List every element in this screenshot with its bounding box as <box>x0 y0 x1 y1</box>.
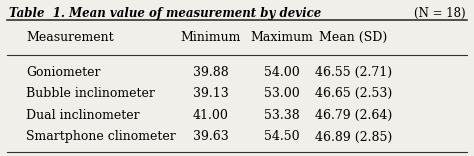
Text: Table  1. Mean value of measurement by device: Table 1. Mean value of measurement by de… <box>9 7 321 20</box>
Text: 53.38: 53.38 <box>264 109 300 122</box>
Text: Dual inclinometer: Dual inclinometer <box>26 109 140 122</box>
Text: Bubble inclinometer: Bubble inclinometer <box>26 87 155 100</box>
Text: 53.00: 53.00 <box>264 87 300 100</box>
Text: 54.50: 54.50 <box>264 130 300 144</box>
Text: Smartphone clinometer: Smartphone clinometer <box>26 130 176 144</box>
Text: 46.79 (2.64): 46.79 (2.64) <box>315 109 392 122</box>
Text: Mean (SD): Mean (SD) <box>319 31 387 44</box>
Text: Minimum: Minimum <box>181 31 241 44</box>
Text: Maximum: Maximum <box>251 31 313 44</box>
Text: 46.65 (2.53): 46.65 (2.53) <box>315 87 392 100</box>
Text: (N = 18): (N = 18) <box>414 7 465 20</box>
Text: Measurement: Measurement <box>26 31 114 44</box>
Text: 39.13: 39.13 <box>193 87 229 100</box>
Text: 46.55 (2.71): 46.55 (2.71) <box>315 66 392 79</box>
Text: 39.88: 39.88 <box>193 66 229 79</box>
Text: 46.89 (2.85): 46.89 (2.85) <box>315 130 392 144</box>
Text: 39.63: 39.63 <box>193 130 229 144</box>
Text: 41.00: 41.00 <box>193 109 229 122</box>
Text: 54.00: 54.00 <box>264 66 300 79</box>
Text: Goniometer: Goniometer <box>26 66 100 79</box>
